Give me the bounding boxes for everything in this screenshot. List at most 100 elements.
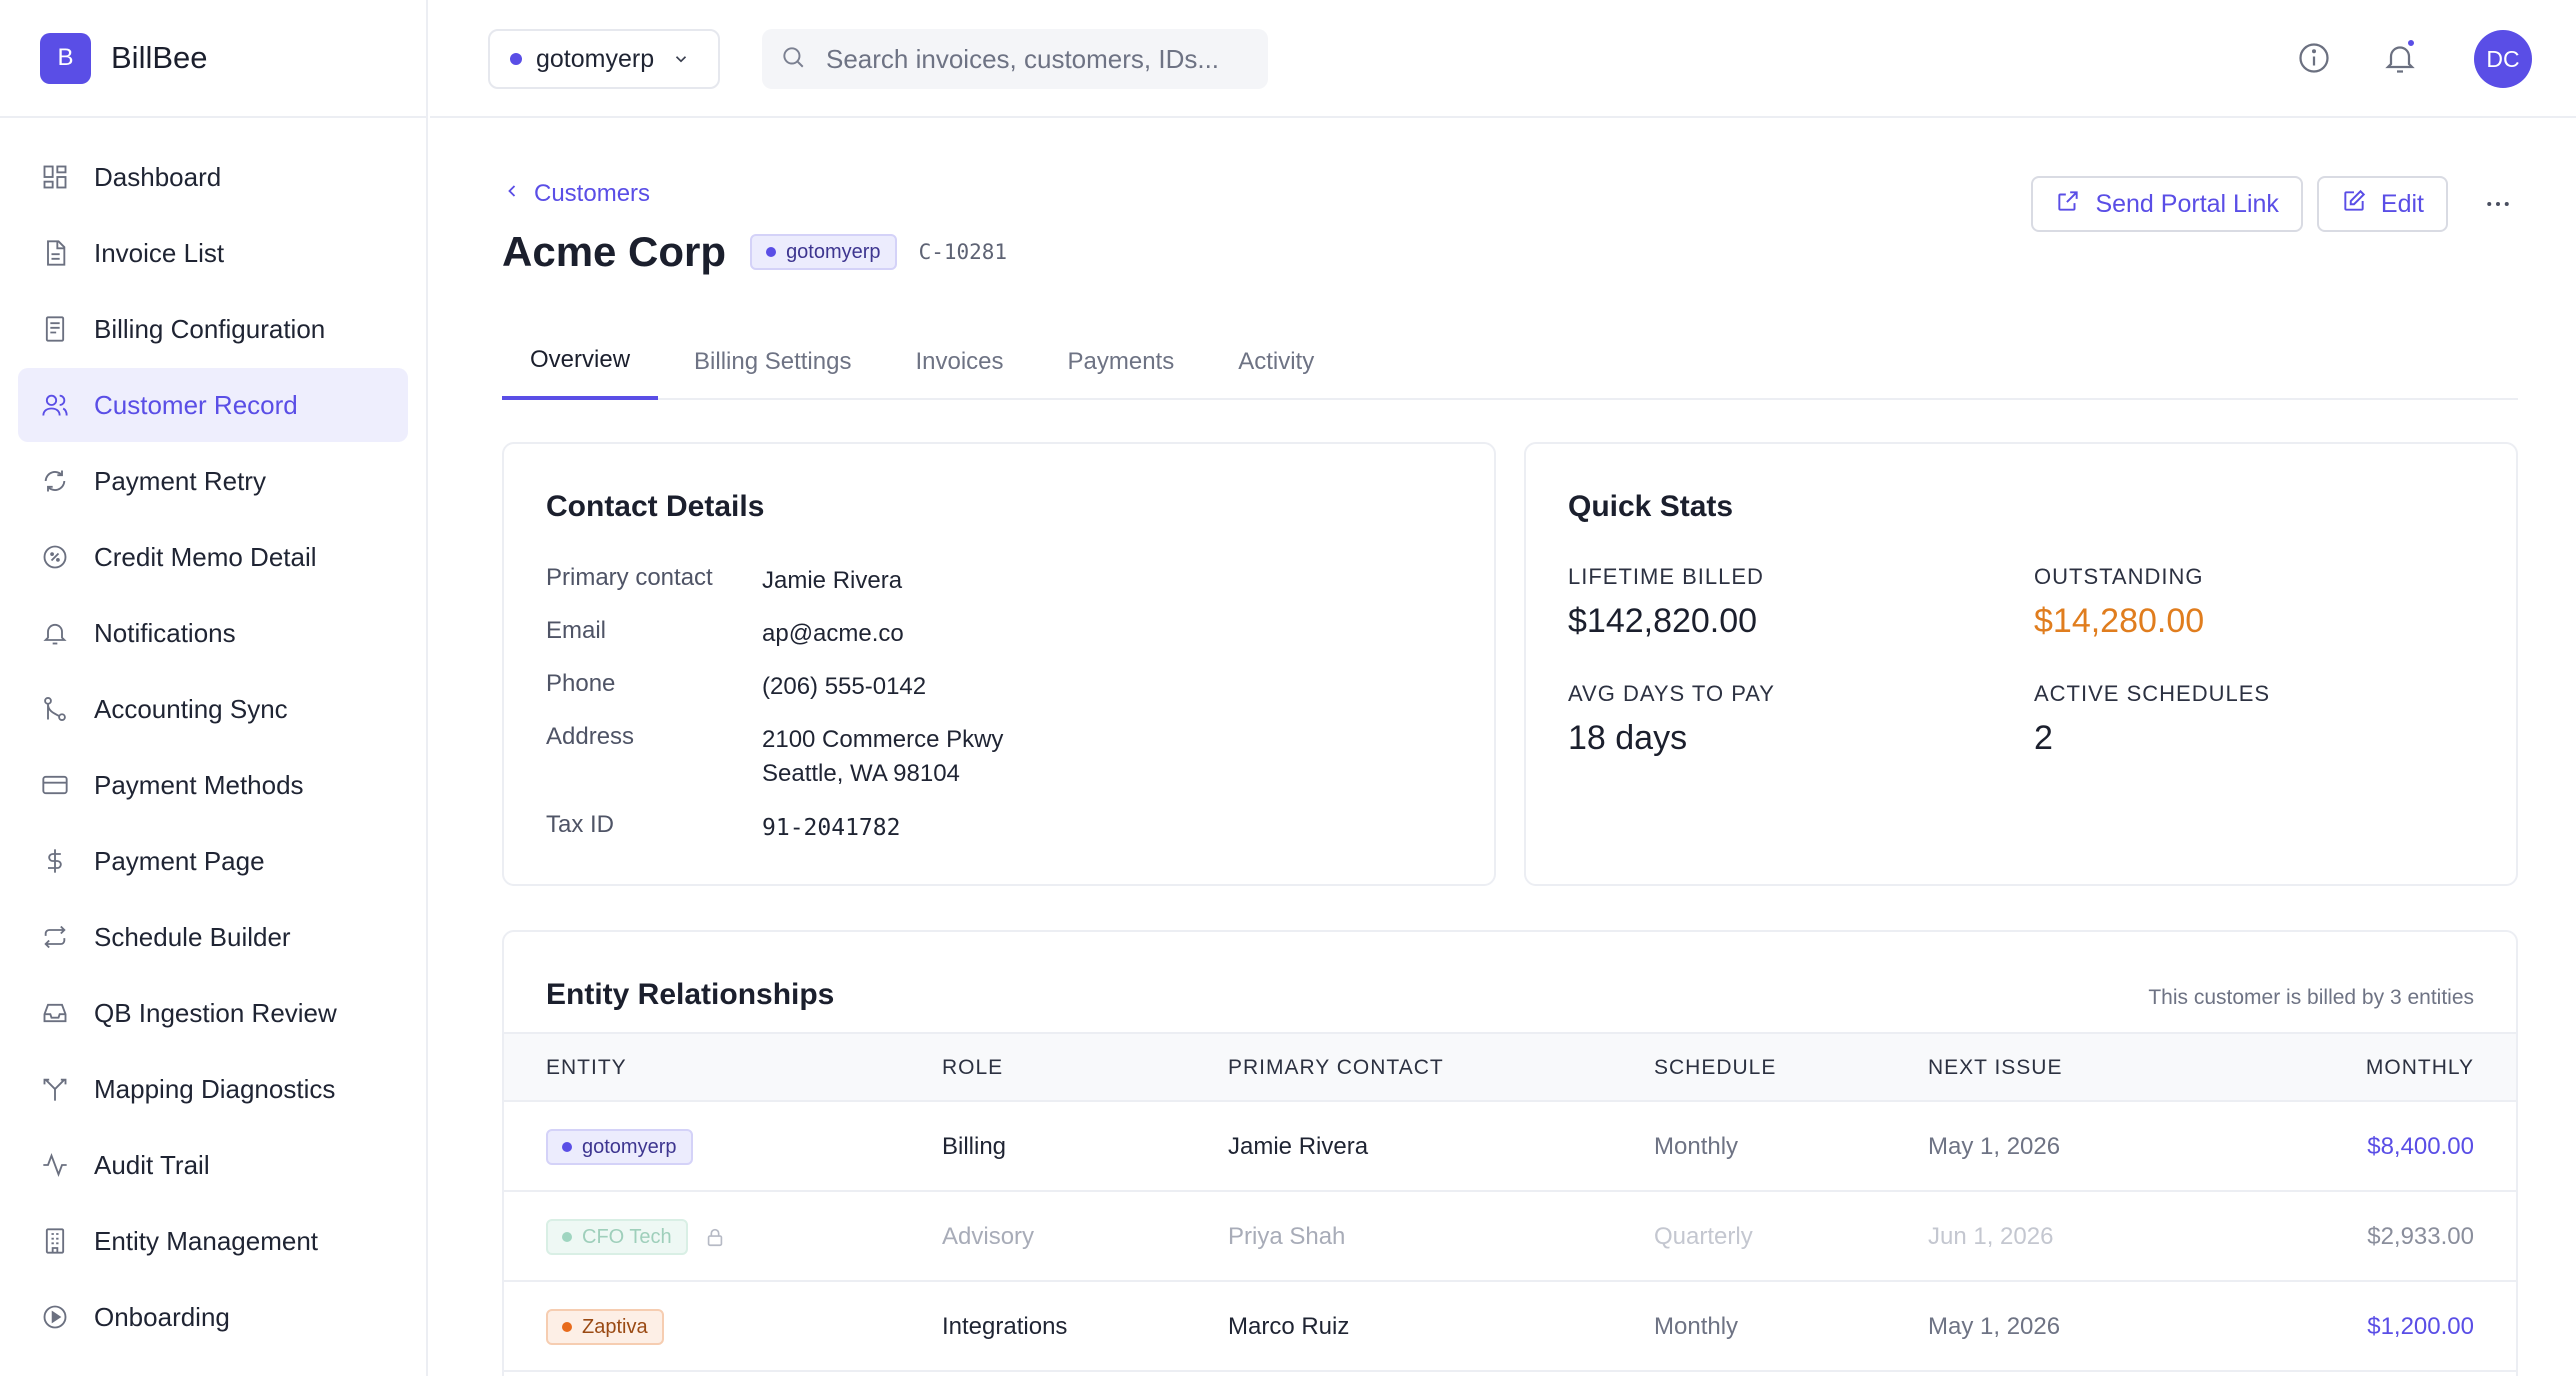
sidebar-item-label: Onboarding (94, 1301, 230, 1332)
field-value: 2100 Commerce Pkwy (762, 726, 1004, 753)
sidebar-item-qb-ingestion-review[interactable]: QB Ingestion Review (18, 976, 408, 1050)
stat-value: $142,820.00 (1568, 602, 1758, 640)
brand[interactable]: B BillBee (0, 0, 426, 118)
search-icon (780, 44, 806, 75)
badge-dot (562, 1322, 572, 1332)
sidebar-nav: Dashboard Invoice List Billing Configura… (0, 118, 426, 1354)
field-label: Email (546, 617, 607, 644)
entity-cell: Zaptiva (546, 1282, 664, 1372)
chevron-left-icon (502, 180, 534, 208)
sidebar-item-onboarding[interactable]: Onboarding (18, 1280, 408, 1354)
sidebar-item-dashboard[interactable]: Dashboard (18, 140, 408, 214)
monthly-cell[interactable]: $2,933.00 (2367, 1223, 2474, 1250)
sidebar-item-invoice-list[interactable]: Invoice List (18, 216, 408, 290)
info-icon[interactable] (2296, 40, 2332, 76)
lock-icon (704, 1226, 726, 1248)
sidebar-item-mapping-diagnostics[interactable]: Mapping Diagnostics (18, 1052, 408, 1126)
sidebar-item-payment-page[interactable]: Payment Page (18, 824, 408, 898)
table-row[interactable]: CFO Tech Advisory Priya Shah Quarterly J… (504, 1192, 2516, 1282)
git-merge-icon (40, 694, 70, 724)
contact-cell: Marco Ruiz (1228, 1313, 1350, 1340)
contact-cell: Priya Shah (1228, 1223, 1346, 1250)
sidebar-item-customer-record[interactable]: Customer Record (18, 368, 408, 442)
sidebar-item-accounting-sync[interactable]: Accounting Sync (18, 672, 408, 746)
external-link-icon (2055, 188, 2095, 221)
quick-stats-title: Quick Stats (1568, 490, 1734, 523)
inbox-icon (40, 998, 70, 1028)
topbar: gotomyerp DC (430, 0, 2576, 118)
breadcrumb-customers-link[interactable]: Customers (534, 180, 651, 207)
next-issue-cell: May 1, 2026 (1928, 1313, 2061, 1340)
sidebar-item-payment-retry[interactable]: Payment Retry (18, 444, 408, 518)
sidebar-item-label: Payment Page (94, 845, 265, 876)
stat-label: LIFETIME BILLED (1568, 564, 1764, 589)
search-box (762, 29, 1268, 89)
field-value: ap@acme.co (762, 620, 904, 647)
send-portal-link-button[interactable]: Send Portal Link (2031, 176, 2303, 232)
sidebar-item-label: Accounting Sync (94, 693, 288, 724)
header-actions: Send Portal Link Edit (2031, 176, 2518, 232)
org-dot (510, 53, 522, 65)
sidebar-item-label: Notifications (94, 617, 236, 648)
sidebar-item-label: Payment Methods (94, 769, 304, 800)
sidebar-item-entity-management[interactable]: Entity Management (18, 1204, 408, 1278)
contact-details-title: Contact Details (546, 490, 765, 523)
sidebar-item-label: Billing Configuration (94, 313, 326, 344)
org-selector[interactable]: gotomyerp (488, 29, 720, 89)
avatar[interactable]: DC (2474, 30, 2532, 88)
sidebar-item-credit-memo-detail[interactable]: Credit Memo Detail (18, 520, 408, 594)
entity-count-note: This customer is billed by 3 entities (2148, 986, 2474, 1009)
sidebar-item-label: Payment Retry (94, 465, 266, 496)
field-label: Address (546, 723, 635, 750)
edit-button[interactable]: Edit (2316, 176, 2448, 232)
column-header: SCHEDULE (1654, 1056, 1777, 1079)
table-row[interactable]: Zaptiva Integrations Marco Ruiz Monthly … (504, 1282, 2516, 1372)
next-issue-cell: May 1, 2026 (1928, 1133, 2061, 1160)
sidebar-item-notifications[interactable]: Notifications (18, 596, 408, 670)
sidebar-item-label: Schedule Builder (94, 921, 291, 952)
field-value: (206) 555-0142 (762, 673, 927, 700)
tab-invoices[interactable]: Invoices (915, 348, 1004, 375)
entity-cell: gotomyerp (546, 1102, 693, 1192)
bell-icon (40, 618, 70, 648)
sidebar-item-billing-configuration[interactable]: Billing Configuration (18, 292, 408, 366)
edit-label: Edit (2380, 189, 2424, 218)
stat-label: ACTIVE SCHEDULES (2034, 681, 2271, 706)
table-row[interactable]: gotomyerp Billing Jamie Rivera Monthly M… (504, 1102, 2516, 1192)
tab-overview[interactable]: Overview (502, 324, 659, 400)
monthly-cell[interactable]: $8,400.00 (2367, 1133, 2474, 1160)
entity-name: Zaptiva (582, 1315, 648, 1338)
column-header: ENTITY (546, 1056, 627, 1079)
stat-avg-days-to-pay: AVG DAYS TO PAY 18 days (1568, 681, 1775, 758)
badge-dot (562, 1232, 572, 1242)
column-header: ROLE (942, 1056, 1004, 1079)
page-title: Acme Corp (502, 228, 727, 275)
notifications-bell-icon[interactable] (2382, 38, 2418, 76)
stat-value: 18 days (1568, 719, 1688, 757)
role-cell: Integrations (942, 1313, 1068, 1340)
contact-details-card: Contact Details Primary contact Jamie Ri… (502, 442, 1496, 886)
entity-badge: Zaptiva (546, 1309, 664, 1345)
org-selector-label: gotomyerp (536, 44, 655, 73)
breadcrumb[interactable]: Customers (502, 180, 650, 208)
stat-active-schedules: ACTIVE SCHEDULES 2 (2034, 681, 2270, 758)
more-options-icon[interactable] (2478, 184, 2518, 224)
sidebar-item-payment-methods[interactable]: Payment Methods (18, 748, 408, 822)
field-value-line2: Seattle, WA 98104 (762, 760, 960, 787)
sidebar-item-audit-trail[interactable]: Audit Trail (18, 1128, 408, 1202)
sidebar-item-schedule-builder[interactable]: Schedule Builder (18, 900, 408, 974)
search-input[interactable] (826, 43, 1246, 75)
stat-lifetime-billed: LIFETIME BILLED $142,820.00 (1568, 564, 1764, 641)
chevron-down-icon (672, 50, 690, 68)
tab-activity[interactable]: Activity (1238, 348, 1315, 375)
customer-id: C-10281 (918, 240, 1008, 264)
schedule-cell: Monthly (1654, 1133, 1739, 1160)
tab-billing-settings[interactable]: Billing Settings (694, 348, 852, 375)
sidebar-item-label: Invoice List (94, 237, 225, 268)
title-row: Acme Corp gotomyerp C-10281 (502, 228, 1007, 276)
schedule-cell: Quarterly (1654, 1223, 1753, 1250)
monthly-cell[interactable]: $1,200.00 (2367, 1313, 2474, 1340)
column-header: PRIMARY CONTACT (1228, 1056, 1444, 1079)
tab-payments[interactable]: Payments (1067, 348, 1175, 375)
org-badge-label: gotomyerp (786, 240, 881, 263)
